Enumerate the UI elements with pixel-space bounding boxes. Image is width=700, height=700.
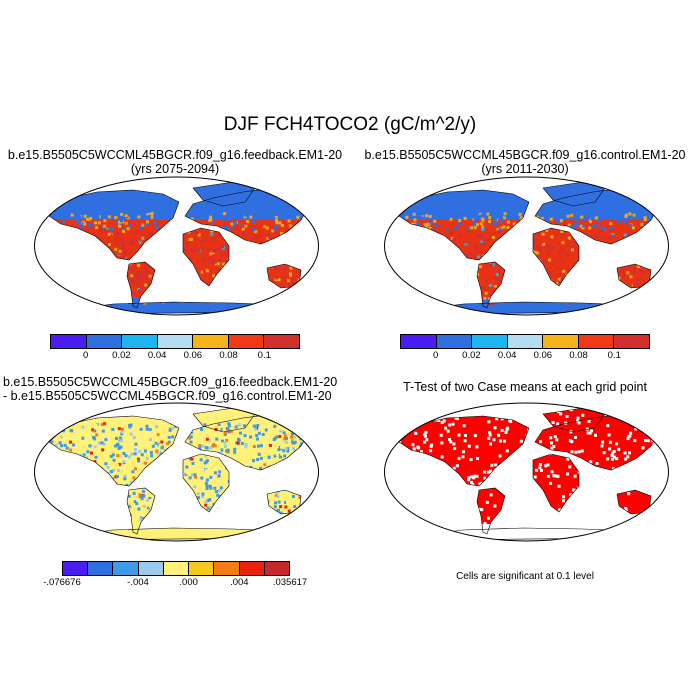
colorbar-swatch: [264, 562, 289, 575]
colorbar-swatch: [157, 335, 194, 348]
colorbar-swatch: [614, 335, 650, 348]
colorbar-swatch: [472, 335, 508, 348]
colorbar-swatch: [436, 335, 473, 348]
coastline-africa: [182, 453, 230, 513]
colorbar-swatch: [113, 562, 139, 575]
colorbar-swatch: [239, 562, 265, 575]
map-feedback: [34, 176, 319, 316]
colorbar-tick-label: 0.06: [533, 350, 553, 361]
map-border: [384, 402, 669, 542]
colorbar-swatch: [543, 335, 579, 348]
colorbar-swatch: [193, 335, 229, 348]
colorbar-swatch: [578, 335, 615, 348]
colorbar-feedback: 0 0.02 0.04 0.06 0.08 0.1: [50, 334, 300, 364]
map-border: [34, 176, 319, 316]
panel-difference-title: b.e15.B5505C5WCCML45BGCR.f09_g16.feedbac…: [0, 375, 353, 403]
coastline-africa: [532, 227, 580, 287]
colorbar-tick-label: 0.06: [183, 350, 203, 361]
coastline-africa: [532, 453, 580, 513]
coastline-southAmerica: [476, 487, 506, 535]
colorbar-swatch: [401, 335, 437, 348]
significance-footnote: Cells are significant at 0.1 level: [456, 571, 594, 582]
panel-difference-title-line2: - b.e15.B5505C5WCCML45BGCR.f09_g16.contr…: [3, 389, 332, 403]
colorbar-control: 0 0.02 0.04 0.06 0.08 0.1: [400, 334, 650, 364]
colorbar-tick-label: 0.08: [569, 350, 588, 361]
coastline-southAmerica: [126, 261, 156, 309]
panel-feedback-title-line1: b.e15.B5505C5WCCML45BGCR.f09_g16.feedbac…: [7, 148, 343, 162]
panel-control-title-line1: b.e15.B5505C5WCCML45BGCR.f09_g16.control…: [364, 148, 686, 162]
colorbar-tick-label: 0.02: [462, 350, 481, 361]
colorbar-tick-label: -.076676: [43, 577, 81, 588]
colorbar-tick-label: 0: [433, 350, 439, 361]
colorbar-tick-label: .035617: [272, 577, 308, 588]
panel-feedback-title: b.e15.B5505C5WCCML45BGCR.f09_g16.feedbac…: [0, 148, 350, 176]
colorbar-tick-label: 0.02: [112, 350, 131, 361]
colorbar-swatch: [122, 335, 158, 348]
panel-ttest-title-line1: T-Test of two Case means at each grid po…: [403, 380, 647, 394]
figure-title: DJF FCH4TOCO2 (gC/m^2/y): [223, 114, 477, 135]
coastline-eurasia: [184, 413, 310, 471]
colorbar-swatch: [88, 562, 114, 575]
colorbar-swatch: [189, 562, 215, 575]
colorbar-difference: -.076676 -.004 .000 .004 .035617: [43, 561, 307, 591]
colorbar-swatch: [138, 562, 164, 575]
panel-difference-title-line1: b.e15.B5505C5WCCML45BGCR.f09_g16.feedbac…: [3, 375, 338, 389]
coastline-eurasia: [534, 187, 660, 245]
colorbar-tick-label: 0.1: [257, 350, 271, 361]
colorbar-tick-label: 0.04: [147, 350, 167, 361]
colorbar-tick-label: 0: [83, 350, 89, 361]
colorbar-tick-label: 0.1: [607, 350, 621, 361]
colorbar-swatch: [264, 335, 300, 348]
map-difference: [34, 402, 319, 542]
map-ttest: [384, 402, 669, 542]
colorbar-swatch: [51, 335, 87, 348]
colorbar-tick-label: -.004: [127, 577, 149, 588]
map-control: [384, 176, 669, 316]
colorbar-tick-label: 0.04: [497, 350, 517, 361]
colorbar-swatch: [86, 335, 123, 348]
colorbar-swatch: [228, 335, 265, 348]
coastline-northAmerica: [48, 189, 180, 261]
coastline-africa: [182, 227, 230, 287]
colorbar-swatch: [163, 562, 190, 575]
coastline-northAmerica: [48, 415, 180, 487]
coastline-northAmerica: [398, 189, 530, 261]
panel-ttest-title: T-Test of two Case means at each grid po…: [350, 380, 700, 394]
colorbar-tick-label: .004: [230, 577, 249, 588]
panel-control-title-line2: (yrs 2011-2030): [481, 162, 569, 176]
colorbar-tick-label: 0.08: [219, 350, 238, 361]
coastline-eurasia: [534, 413, 660, 471]
coastline-southAmerica: [126, 487, 156, 535]
colorbar-swatch: [214, 562, 240, 575]
coastline-southAmerica: [476, 261, 506, 309]
coastline-northAmerica: [398, 415, 530, 487]
panel-control-title: b.e15.B5505C5WCCML45BGCR.f09_g16.control…: [350, 148, 700, 176]
coastline-eurasia: [184, 187, 310, 245]
panel-feedback-title-line2: (yrs 2075-2094): [130, 162, 220, 176]
colorbar-swatch: [507, 335, 544, 348]
map-border: [34, 402, 319, 542]
colorbar-tick-label: .000: [179, 577, 198, 588]
colorbar-swatch: [63, 562, 89, 575]
map-border: [384, 176, 669, 316]
